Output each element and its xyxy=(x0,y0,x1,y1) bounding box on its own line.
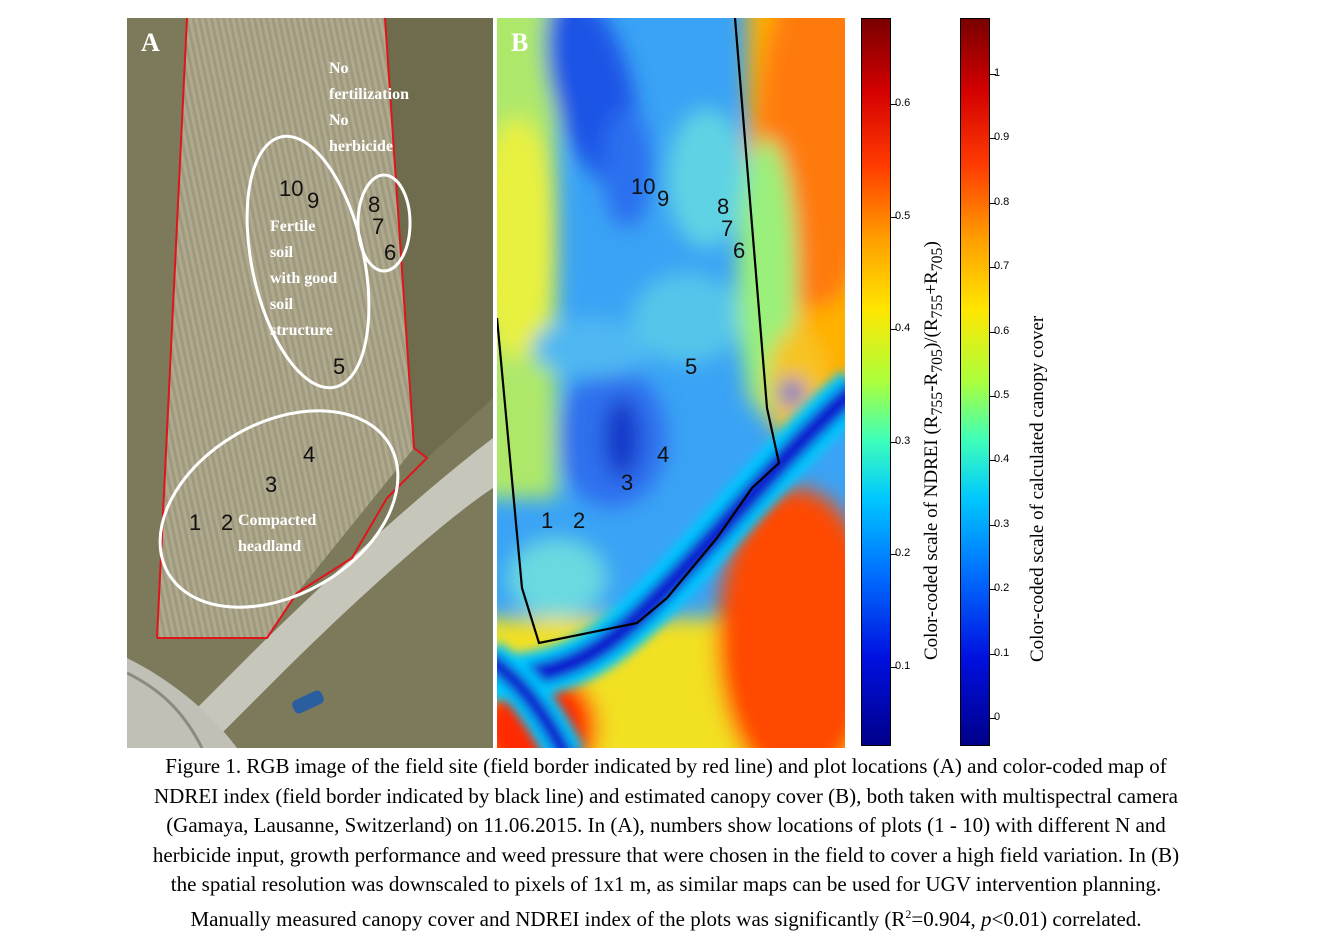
car-icon xyxy=(292,690,324,714)
colorbar-tick-label: 0.3 xyxy=(895,434,911,447)
colorbar-tick xyxy=(990,524,996,526)
plot-label: 7 xyxy=(372,214,385,239)
colorbar-tick-label: 0.6 xyxy=(895,97,911,109)
colorbar-tick-label: 0.6 xyxy=(994,324,1010,337)
caption-line: herbicide input, growth performance and … xyxy=(152,842,1180,867)
canopy-colorbar-title: Color-coded scale of calculated canopy c… xyxy=(1027,315,1048,662)
caption-line: Manually measured canopy cover and NDREI… xyxy=(190,906,1142,931)
plot-label: 10 xyxy=(279,176,304,201)
caption-line: (Gamaya, Lausanne, Switzerland) on 11.06… xyxy=(166,813,1166,837)
annotation-compacted-headland: Compacted headland xyxy=(238,512,317,555)
plot-label: 3 xyxy=(265,472,278,497)
plot-label: 5 xyxy=(333,354,346,379)
panel-b-letter: B xyxy=(511,28,529,57)
rgb-field-drawing xyxy=(127,18,493,748)
colorbar-tick xyxy=(990,396,996,397)
colorbar-tick xyxy=(990,331,996,333)
ndrei-map: B 10 9 8 7 6 5 4 3 2 1 xyxy=(497,18,845,748)
plot-label: 1 xyxy=(541,508,554,533)
colorbar-tick-label: 0.1 xyxy=(895,659,911,672)
ndrei-colorbar xyxy=(861,18,891,746)
plot-label: 2 xyxy=(221,510,234,535)
annotation-no-fertilization: No fertilization No herbicide xyxy=(329,60,409,155)
colorbar-tick xyxy=(990,718,996,719)
panel-a-letter: A xyxy=(141,28,160,57)
colorbar-tick xyxy=(891,104,897,105)
plot-label: 6 xyxy=(733,238,746,263)
colorbar-tick xyxy=(891,441,897,443)
colorbar-tick-label: 0.8 xyxy=(994,195,1010,208)
canopy-colorbar xyxy=(960,18,990,746)
colorbar-tick-label: 0.2 xyxy=(994,582,1010,595)
ndrei-map-drawing xyxy=(497,18,845,748)
colorbar-tick-label: 0.2 xyxy=(895,547,911,559)
plot-label: 9 xyxy=(307,188,320,213)
colorbar-tick xyxy=(990,589,996,591)
plot-label: 4 xyxy=(657,442,670,467)
plot-label: 4 xyxy=(303,442,316,467)
colorbar-tick-label: 0.4 xyxy=(994,453,1010,466)
ndrei-colorbar-title: Color-coded scale of NDREI (R755-R705)/(… xyxy=(921,241,946,660)
caption-line: the spatial resolution was downscaled to… xyxy=(170,872,1162,896)
colorbar-tick-label: 0.3 xyxy=(994,517,1010,530)
plot-label: 3 xyxy=(621,470,634,495)
colorbar-tick-label: 0.9 xyxy=(994,131,1010,144)
colorbar-tick-label: 0.4 xyxy=(895,322,911,334)
plot-label: 1 xyxy=(189,510,202,535)
colorbar-tick-label: 0 xyxy=(994,711,1001,723)
plot-label: 2 xyxy=(573,508,586,533)
colorbar-tick xyxy=(990,460,996,462)
plot-label: 9 xyxy=(657,186,670,211)
colorbar-tick-label: 0.7 xyxy=(994,260,1010,273)
colorbar-tick xyxy=(891,329,897,330)
colorbar-tick xyxy=(990,202,996,204)
plot-label: 8 xyxy=(368,192,381,217)
figure-caption: Figure 1. RGB image of the field site (f… xyxy=(10,752,1322,934)
colorbar-tick-label: 0.1 xyxy=(994,646,1010,659)
rgb-field-image: A 10 9 8 7 6 5 4 3 2 1 No fertilization … xyxy=(127,18,493,748)
plot-label: 6 xyxy=(384,240,397,265)
plot-label: 5 xyxy=(685,354,698,379)
colorbar-tick-label: 1 xyxy=(994,67,1001,79)
plot-label: 7 xyxy=(721,216,734,241)
colorbar-tick xyxy=(990,138,996,140)
caption-line: NDREI index (field border indicated by b… xyxy=(154,783,1178,808)
colorbar-tick xyxy=(891,216,897,218)
colorbar-tick xyxy=(990,74,996,75)
colorbar-tick-label: 0.5 xyxy=(895,209,911,222)
caption-line: Figure 1. RGB image of the field site (f… xyxy=(165,754,1167,778)
colorbar-tick xyxy=(990,267,996,269)
annotation-fertile-soil: Fertile soil with good soil structure xyxy=(270,218,338,339)
colorbar-tick xyxy=(990,653,996,655)
plot-label: 8 xyxy=(717,194,730,219)
plot-label: 10 xyxy=(631,174,656,199)
colorbar-tick xyxy=(891,554,897,555)
colorbar-tick xyxy=(891,666,897,668)
colorbar-tick-label: 0.5 xyxy=(994,389,1010,401)
